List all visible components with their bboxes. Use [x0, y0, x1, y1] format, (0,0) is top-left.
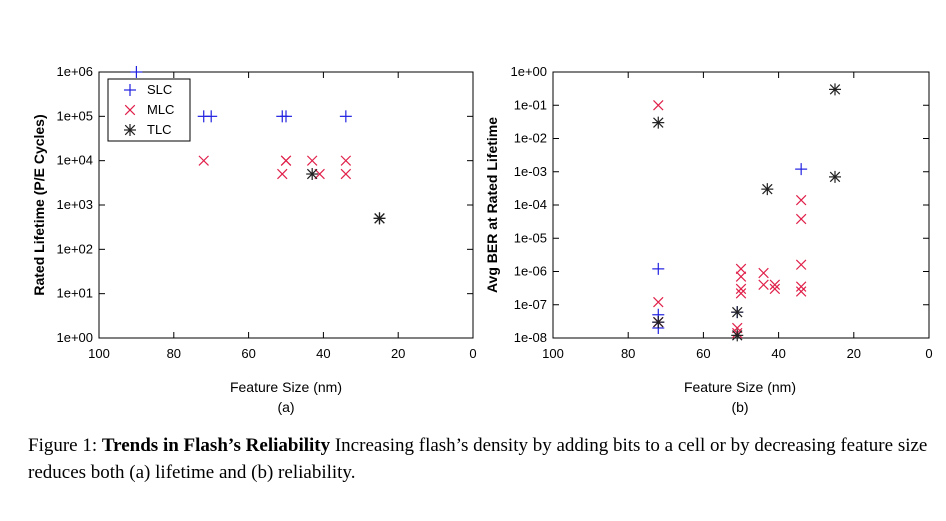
legend-label-tlc: TLC: [147, 122, 172, 137]
caption-title: Trends in Flash’s Reliability: [101, 435, 331, 456]
data-point-slc: [130, 66, 143, 78]
x-axis-label-b: Feature Size (nm): [684, 379, 796, 395]
data-point-mlc: [735, 288, 747, 299]
data-point-mlc: [280, 155, 292, 166]
data-point-mlc: [795, 213, 807, 225]
y-tick-label-a: 1e+03: [56, 197, 93, 212]
y-tick-label-a: 1e+05: [56, 108, 93, 123]
y-tick-label-b: 1e-07: [514, 297, 547, 312]
marks-b: [652, 83, 841, 342]
data-point-tlc: [306, 168, 319, 181]
data-point-mlc: [735, 263, 747, 275]
data-point-tlc: [761, 183, 774, 196]
data-point-mlc: [795, 194, 807, 206]
data-point-mlc: [769, 279, 781, 290]
y-tick-label-b: 1e-06: [514, 264, 547, 279]
data-point-tlc: [373, 212, 386, 225]
panel-b: 1e-08 1e-07 1e-06 1e-05 1e-04 1e-03 1e-02 1e-01…: [484, 64, 933, 415]
data-point-mlc: [769, 283, 781, 295]
data-point-mlc: [735, 271, 747, 282]
x-tick-label-b: 40: [771, 346, 785, 361]
x-tick-label-a: 40: [316, 346, 330, 361]
data-point-mlc: [314, 168, 325, 180]
legend-marker-mlc: [124, 104, 136, 116]
y-tick-label-b: 1e-02: [514, 131, 547, 146]
x-tick-label-a: 20: [391, 346, 405, 361]
x-tick-label-b: 0: [925, 346, 932, 361]
data-point-mlc: [277, 168, 288, 180]
legend-label-slc: SLC: [147, 82, 172, 97]
data-point-tlc: [829, 83, 841, 96]
legend-marker-slc: [124, 84, 136, 96]
data-point-mlc: [198, 155, 209, 166]
y-tick-label-a: 1e+06: [56, 64, 93, 79]
panel-label-b: (b): [731, 399, 748, 415]
legend-marker-tlc: [124, 124, 136, 136]
ticks-b: 1e-08 1e-07 1e-06 1e-05 1e-04 1e-03 1e-02 1e-01…: [510, 64, 932, 361]
data-point-mlc: [795, 281, 807, 292]
data-point-mlc: [795, 286, 807, 297]
y-tick-label-b: 1e-08: [514, 330, 547, 345]
marks-a: [130, 66, 386, 225]
x-tick-label-b: 60: [696, 346, 710, 361]
data-point-tlc: [731, 306, 744, 319]
x-tick-label-b: 80: [621, 346, 635, 361]
x-tick-label-a: 80: [167, 346, 181, 361]
legend-marks: [124, 84, 136, 136]
data-point-mlc: [758, 279, 769, 290]
x-tick-label-a: 0: [469, 346, 476, 361]
figure-caption: Figure 1: Trends in Flash’s Reliability …: [28, 432, 933, 486]
data-point-tlc: [731, 329, 744, 342]
data-point-mlc: [306, 155, 318, 166]
y-tick-label-a: 1e+04: [56, 153, 93, 168]
y-tick-label-b: 1e-05: [514, 230, 547, 245]
legend: SLC MLC TLC: [107, 78, 191, 142]
y-tick-label-a: 1e+00: [56, 330, 93, 345]
y-tick-label-a: 1e+02: [56, 241, 93, 256]
x-axis-label-a: Feature Size (nm): [230, 379, 342, 395]
x-tick-label-a: 100: [88, 346, 110, 361]
plot-frame-b: [552, 71, 930, 339]
data-point-mlc: [340, 168, 352, 180]
data-point-slc: [339, 110, 352, 123]
y-axis-label-a: Rated Lifetime (P/E Cycles): [31, 114, 47, 295]
y-tick-label-b: 1e-01: [514, 97, 547, 112]
x-tick-label-a: 60: [241, 346, 255, 361]
data-point-tlc: [652, 116, 665, 129]
y-tick-label-b: 1e-04: [514, 197, 547, 212]
data-point-mlc: [795, 259, 807, 270]
y-tick-label-b: 1e-03: [514, 164, 547, 179]
y-axis-label-b: Avg BER at Rated Lifetime: [484, 117, 500, 293]
data-point-mlc: [758, 267, 769, 279]
legend-label-mlc: MLC: [147, 102, 174, 117]
data-point-mlc: [735, 283, 747, 295]
data-point-mlc: [340, 155, 352, 166]
ticks-a: 1e+00 1e+01 1e+02 1e+03 1e+04 1e+05 1e+06 100 80…: [56, 64, 476, 361]
legend-box: [107, 78, 191, 142]
data-point-tlc: [652, 316, 665, 329]
data-point-mlc: [732, 322, 743, 334]
panel-label-a: (a): [277, 399, 294, 415]
data-point-mlc: [653, 100, 664, 111]
data-point-tlc: [829, 170, 841, 183]
data-point-slc: [652, 262, 665, 275]
y-tick-label-b: 1e+00: [510, 64, 547, 79]
data-point-slc: [795, 163, 808, 176]
data-point-mlc: [653, 296, 664, 308]
figure-canvas: 1e+00 1e+01 1e+02 1e+03 1e+04 1e+05 1e+06 100 80…: [31, 64, 933, 415]
caption-text: Increasing flash’s density by adding bit…: [28, 435, 928, 483]
data-point-slc: [280, 110, 292, 123]
x-tick-label-b: 100: [542, 346, 564, 361]
y-tick-label-a: 1e+01: [56, 286, 93, 301]
x-tick-label-b: 20: [847, 346, 861, 361]
caption-label: Figure 1:: [28, 435, 98, 456]
panel-a: 1e+00 1e+01 1e+02 1e+03 1e+04 1e+05 1e+06 100 80…: [31, 64, 477, 415]
data-point-slc: [205, 110, 218, 123]
